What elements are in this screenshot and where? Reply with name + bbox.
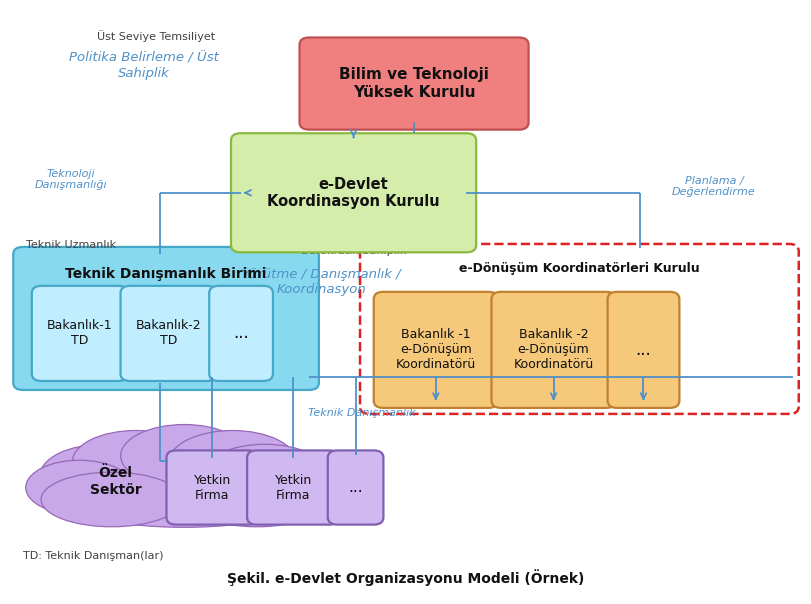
FancyBboxPatch shape	[299, 37, 528, 130]
Text: Özel
Sektör: Özel Sektör	[90, 466, 141, 496]
Ellipse shape	[235, 460, 342, 515]
Text: ...: ...	[233, 324, 249, 342]
Text: Yetkin
Firma: Yetkin Firma	[274, 474, 311, 501]
Text: Bilim ve Teknoloji
Yüksek Kurulu: Bilim ve Teknoloji Yüksek Kurulu	[339, 68, 488, 100]
Text: Planlama /
Değerlendirme: Planlama / Değerlendirme	[672, 176, 755, 198]
Ellipse shape	[201, 445, 328, 507]
Text: Politika Belirleme / Üst
Sahiplik: Politika Belirleme / Üst Sahiplik	[69, 51, 219, 80]
Text: Teknik Danışmanlık: Teknik Danışmanlık	[307, 408, 415, 418]
Text: Üst Seviye Temsiliyet: Üst Seviye Temsiliyet	[97, 30, 215, 42]
Text: Yürütme / Danışmanlık /
Koordinasyon: Yürütme / Danışmanlık / Koordinasyon	[242, 268, 400, 296]
FancyBboxPatch shape	[230, 133, 475, 252]
FancyBboxPatch shape	[328, 451, 383, 525]
Text: TD: Teknik Danışman(lar): TD: Teknik Danışman(lar)	[23, 551, 163, 561]
Ellipse shape	[41, 472, 182, 527]
Text: Bakanlık-1
TD: Bakanlık-1 TD	[47, 320, 113, 347]
FancyBboxPatch shape	[209, 286, 272, 381]
FancyBboxPatch shape	[247, 451, 339, 525]
Text: Teknik Danışmanlık Birimi: Teknik Danışmanlık Birimi	[66, 268, 267, 281]
Text: Teknik Uzmanlık: Teknik Uzmanlık	[26, 240, 116, 250]
Text: Yetkin
Firma: Yetkin Firma	[194, 474, 231, 501]
FancyBboxPatch shape	[166, 451, 258, 525]
Ellipse shape	[121, 425, 247, 487]
Text: Şekil. e-Devlet Organizasyonu Modeli (Örnek): Şekil. e-Devlet Organizasyonu Modeli (Ör…	[227, 570, 584, 586]
Ellipse shape	[72, 431, 200, 493]
Ellipse shape	[43, 448, 325, 527]
FancyBboxPatch shape	[13, 247, 319, 390]
Text: e-Dönüşüm Koordinatörleri Kurulu: e-Dönüşüm Koordinatörleri Kurulu	[458, 262, 699, 275]
Text: Bakanlık-2
TD: Bakanlık-2 TD	[135, 320, 201, 347]
Text: Bakanlık -1
e-Dönüşüm
Koordinatörü: Bakanlık -1 e-Dönüşüm Koordinatörü	[395, 329, 475, 371]
Ellipse shape	[26, 460, 133, 515]
Text: e-Devlet
Koordinasyon Kurulu: e-Devlet Koordinasyon Kurulu	[267, 176, 440, 209]
Text: ...: ...	[635, 341, 650, 359]
FancyBboxPatch shape	[32, 286, 127, 381]
Ellipse shape	[169, 431, 296, 493]
Text: Bürokratik Sahiplik: Bürokratik Sahiplik	[301, 246, 406, 256]
FancyBboxPatch shape	[120, 286, 217, 381]
Text: Teknoloji
Danışmanlığı: Teknoloji Danışmanlığı	[35, 169, 108, 190]
FancyBboxPatch shape	[491, 292, 615, 408]
Ellipse shape	[186, 472, 327, 527]
FancyBboxPatch shape	[373, 292, 497, 408]
Text: Bakanlık -2
e-Dönüşüm
Koordinatörü: Bakanlık -2 e-Dönüşüm Koordinatörü	[513, 329, 593, 371]
FancyBboxPatch shape	[607, 292, 679, 408]
Text: ...: ...	[348, 480, 363, 495]
Ellipse shape	[40, 445, 167, 507]
